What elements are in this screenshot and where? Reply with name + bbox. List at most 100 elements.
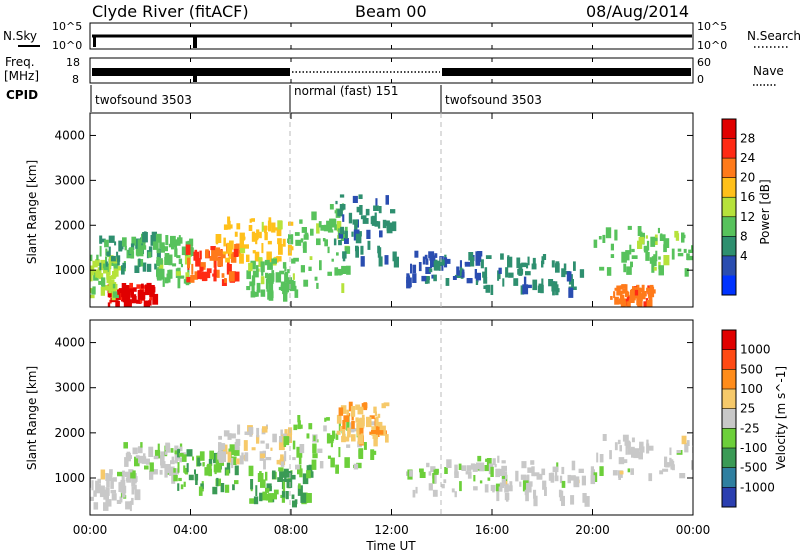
data-cell (174, 445, 179, 451)
data-cell (208, 468, 212, 477)
data-cell (338, 407, 344, 416)
data-cell (370, 216, 374, 225)
data-cell (121, 283, 127, 293)
data-cell (201, 271, 207, 282)
data-cell (650, 236, 656, 247)
data-cell (695, 434, 700, 440)
data-cell (659, 234, 666, 241)
data-cell (311, 459, 317, 470)
data-cell (119, 246, 124, 250)
data-cell (267, 220, 272, 232)
data-cell (249, 281, 254, 287)
nave-label: Nave (753, 64, 784, 78)
data-cell (155, 233, 162, 243)
data-cell (479, 480, 483, 484)
data-cell (626, 266, 632, 275)
data-cell (171, 474, 176, 484)
data-cell (181, 454, 187, 462)
data-cell (186, 449, 193, 457)
data-cell (419, 471, 426, 478)
data-cell (260, 276, 265, 285)
data-cell (279, 436, 283, 443)
data-cell (255, 238, 258, 245)
data-cell (236, 223, 241, 230)
cpid-label: CPID (6, 88, 38, 102)
data-cell (377, 221, 381, 229)
data-cell (125, 285, 130, 293)
data-cell (206, 268, 212, 274)
data-cell (329, 204, 334, 210)
data-cell (108, 246, 111, 256)
data-cell (253, 291, 258, 297)
data-cell (248, 225, 253, 231)
data-cell (677, 252, 684, 257)
data-cell (170, 448, 174, 453)
data-cell (251, 284, 255, 292)
station-title: Clyde River (fitACF) (92, 2, 249, 21)
data-cell (358, 194, 363, 199)
data-cell (276, 459, 281, 465)
data-cell (130, 287, 136, 291)
data-cell (150, 235, 154, 246)
data-cell (310, 228, 314, 236)
data-cell (266, 274, 271, 283)
data-cell (90, 254, 93, 262)
data-cell (265, 443, 270, 449)
data-cell (179, 446, 183, 452)
data-cell (253, 233, 259, 240)
colorbar-swatch (722, 236, 736, 256)
data-cell (353, 463, 359, 470)
noise-tick-left-top: 10^5 (52, 20, 82, 33)
colorbar-frame (721, 329, 737, 508)
data-cell (102, 285, 108, 291)
data-cell (108, 235, 115, 243)
data-cell (467, 465, 472, 472)
data-cell (475, 251, 482, 262)
data-cell (124, 245, 127, 251)
data-cell (355, 233, 362, 244)
data-cell (643, 291, 647, 297)
nave-tick-top: 60 (697, 56, 711, 69)
data-cell (306, 470, 311, 479)
data-cell (390, 209, 396, 214)
data-cell (121, 473, 125, 481)
data-cell (112, 283, 116, 289)
data-cell (406, 279, 411, 289)
data-cell (251, 218, 255, 222)
data-cell (651, 256, 657, 267)
data-cell (122, 292, 126, 303)
data-cell (696, 436, 700, 439)
data-cell (186, 276, 192, 283)
data-cell (541, 278, 544, 286)
data-cell (236, 458, 240, 465)
data-cell (426, 276, 430, 280)
data-cell (194, 249, 198, 253)
data-cell (220, 483, 225, 493)
data-cell (215, 234, 222, 243)
data-cell (507, 256, 513, 268)
data-cell (309, 256, 313, 260)
data-cell (166, 273, 171, 283)
data-cell (526, 263, 529, 269)
colorbar-tick-label: 500 (740, 362, 763, 376)
data-cell (483, 285, 487, 289)
data-cell (291, 279, 294, 288)
data-cell (624, 440, 631, 446)
colorbar-swatch (722, 428, 736, 448)
data-cell (303, 279, 309, 287)
data-cell (103, 263, 109, 272)
data-cell (312, 443, 317, 454)
data-cell (180, 263, 183, 268)
data-cell (131, 497, 134, 505)
data-cell (131, 486, 135, 495)
data-cell (581, 475, 586, 486)
data-cell (282, 238, 286, 247)
data-cell (143, 300, 149, 307)
data-cell (679, 473, 686, 479)
data-cell (646, 439, 649, 444)
colorbar-swatch (722, 369, 736, 389)
data-cell (183, 279, 188, 284)
cpid-segment-3: twofsound 3503 (445, 93, 542, 107)
data-cell (156, 249, 161, 254)
data-cell (279, 270, 285, 275)
